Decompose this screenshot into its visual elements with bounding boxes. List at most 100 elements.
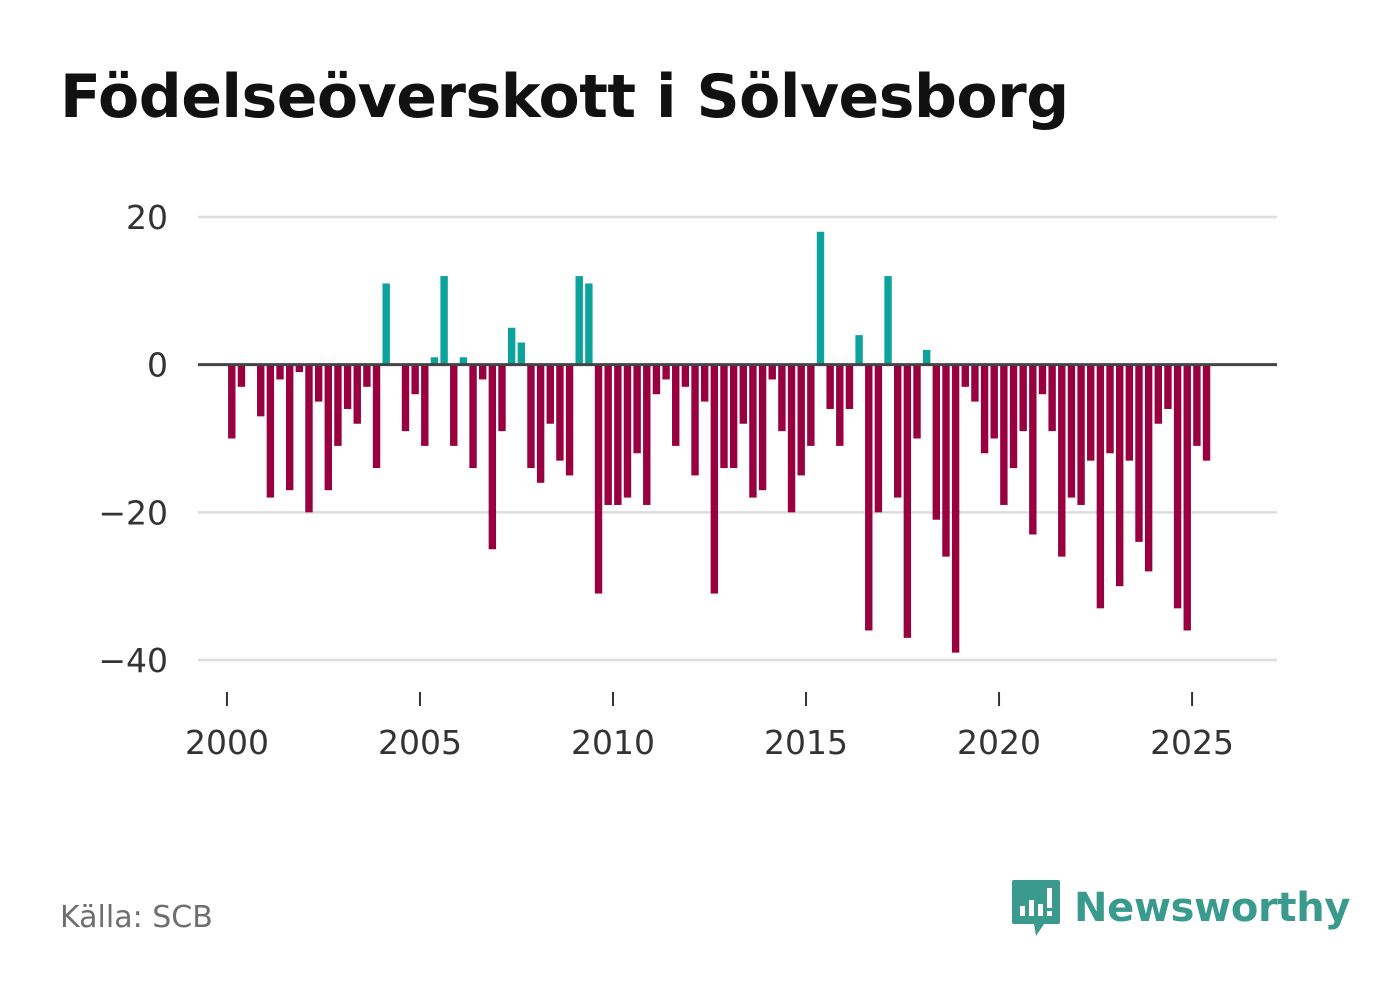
- bar-negative: [372, 364, 381, 469]
- x-tick-label: 2025: [1150, 723, 1234, 762]
- bar-negative: [961, 364, 969, 387]
- bar-negative: [1058, 364, 1066, 557]
- x-tick-label: 2005: [378, 723, 462, 762]
- bar-positive: [507, 327, 516, 365]
- bar-negative: [237, 364, 246, 387]
- bar-negative: [614, 364, 622, 505]
- bar-positive: [517, 342, 526, 365]
- bar-negative: [633, 364, 641, 454]
- bar-negative: [421, 364, 429, 446]
- bar-negative: [729, 364, 738, 469]
- bar-positive: [459, 357, 468, 365]
- bar-negative: [1173, 364, 1182, 609]
- bar-negative: [1144, 364, 1153, 572]
- bar-negative: [1164, 364, 1172, 409]
- bar-negative: [228, 364, 236, 439]
- bar-positive: [575, 276, 583, 365]
- bar-negative: [1048, 364, 1056, 432]
- chart-title: Födelseöverskott i Sölvesborg: [60, 62, 1069, 132]
- x-tick-label: 2010: [571, 723, 655, 762]
- y-tick-label: −20: [98, 493, 168, 532]
- bar-negative: [623, 364, 632, 498]
- bar-negative: [865, 364, 873, 631]
- x-tick-label: 2015: [764, 723, 848, 762]
- bar-negative: [488, 364, 497, 550]
- bar-negative: [1193, 364, 1201, 446]
- bar-negative: [720, 364, 728, 469]
- bar-negative: [469, 364, 477, 469]
- bar-negative: [363, 364, 371, 387]
- brand-logo: Newsworthy: [1010, 878, 1351, 938]
- bar-negative: [971, 364, 979, 402]
- y-axis-ticks: 20 0 −20 −40: [98, 198, 168, 680]
- bar-chart-bubble-icon: [1012, 880, 1060, 936]
- bar-negative: [932, 364, 941, 520]
- bar-negative: [1067, 364, 1076, 498]
- bar-negative: [1183, 364, 1191, 631]
- bar-negative: [768, 364, 776, 380]
- y-tick-label: 20: [126, 198, 168, 237]
- bar-negative: [343, 364, 352, 409]
- bar-negative: [556, 364, 564, 461]
- bar-negative: [710, 364, 719, 594]
- y-tick-label: 0: [147, 346, 168, 385]
- bar-positive: [816, 231, 825, 365]
- bar-negative: [836, 364, 844, 446]
- bar-negative: [527, 364, 535, 469]
- x-tick-label: 2020: [957, 723, 1041, 762]
- bar-negative: [797, 364, 805, 476]
- bar-negative: [826, 364, 834, 409]
- bar-positive: [440, 276, 448, 365]
- bar-negative: [594, 364, 603, 594]
- bar-positive: [884, 276, 892, 365]
- bar-negative: [324, 364, 332, 491]
- bar-negative: [700, 364, 709, 402]
- bar-negative: [739, 364, 747, 424]
- bar-negative: [1019, 364, 1027, 432]
- bar-negative: [691, 364, 699, 476]
- bar-negative: [450, 364, 458, 446]
- bar-negative: [1115, 364, 1124, 587]
- bar-negative: [787, 364, 796, 513]
- bar-negative: [257, 364, 265, 417]
- bar-negative: [1087, 364, 1095, 461]
- bar-negative: [276, 364, 284, 380]
- bar-negative: [942, 364, 950, 557]
- bar-negative: [1125, 364, 1134, 461]
- bar-negative: [604, 364, 612, 505]
- bar-negative: [411, 364, 419, 395]
- bar-negative: [1029, 364, 1037, 535]
- bar-series: [228, 231, 1211, 653]
- bar-negative: [305, 364, 313, 513]
- bar-negative: [1154, 364, 1162, 424]
- bar-positive: [430, 357, 439, 365]
- bar-negative: [1038, 364, 1047, 395]
- bar-negative: [913, 364, 921, 439]
- x-axis-ticks: 2000 2005 2010 2015 2020 2025: [185, 692, 1234, 762]
- bar-positive: [922, 349, 931, 365]
- bar-negative: [479, 364, 487, 380]
- bar-negative: [807, 364, 815, 446]
- y-tick-label: −40: [98, 641, 168, 680]
- bar-negative: [990, 364, 998, 439]
- bar-negative: [536, 364, 545, 483]
- bar-negative: [643, 364, 651, 505]
- bar-positive: [585, 283, 593, 365]
- bar-negative: [1106, 364, 1114, 454]
- x-tick-label: 2000: [185, 723, 269, 762]
- bar-negative: [498, 364, 506, 432]
- bar-negative: [295, 364, 304, 373]
- brand-name: Newsworthy: [1074, 885, 1351, 931]
- bar-negative: [681, 364, 690, 387]
- bar-negative: [652, 364, 661, 395]
- bar-negative: [1077, 364, 1085, 505]
- bar-negative: [672, 364, 680, 446]
- bar-negative: [951, 364, 960, 653]
- bar-negative: [778, 364, 786, 432]
- bar-negative: [314, 364, 323, 402]
- bar-negative: [285, 364, 294, 491]
- bar-positive: [382, 283, 390, 365]
- bar-negative: [749, 364, 757, 498]
- bar-negative: [546, 364, 554, 424]
